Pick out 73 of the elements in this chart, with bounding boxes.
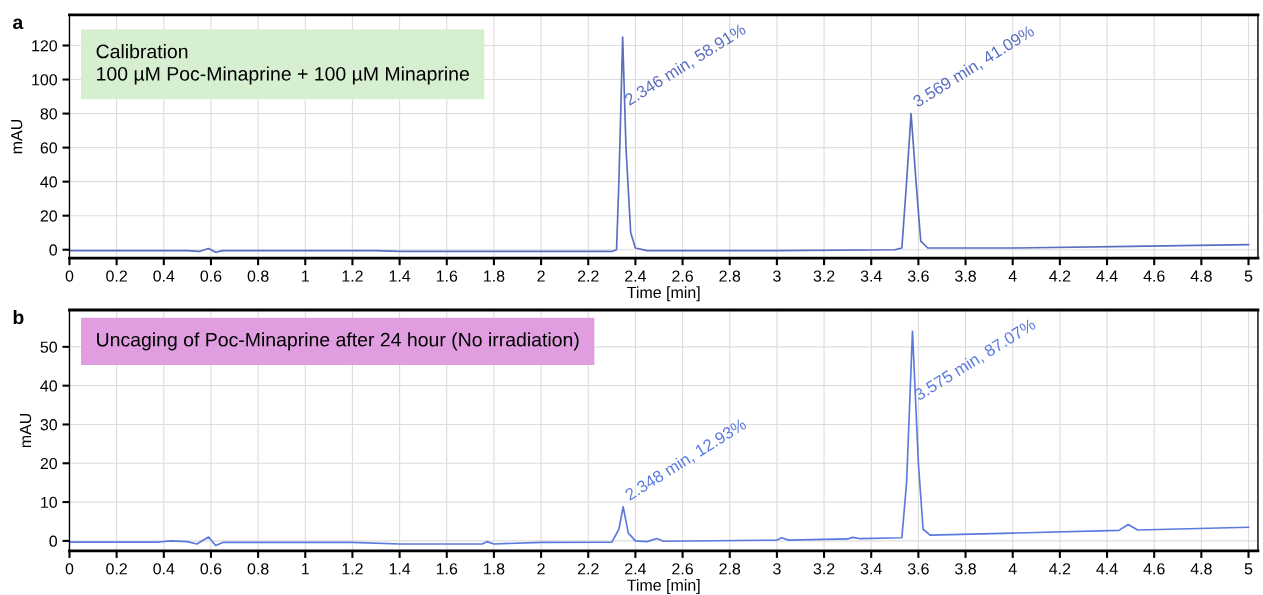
x-tick-label: 4 [1008,563,1017,575]
x-tick-label: 5 [1244,563,1253,575]
x-tick-label: 1.2 [342,563,363,575]
x-tick-label: 1.6 [436,270,458,282]
annotation: Uncaging of Poc-Minaprine after 24 hour (No irradiation) [97,332,579,351]
x-tick-label: 4.6 [1143,563,1165,575]
y-tick-label: 30 [40,419,58,431]
annotation: Calibration 100 µM Poc-Minaprine + 100 µM Minaprine [96,44,469,85]
x-tick-label: 1.8 [484,563,505,575]
x-tick-label: 0.2 [106,563,127,575]
y-tick-label: 40 [40,380,58,392]
x-tick-label: 0.4 [153,563,175,575]
x-tick-label: 0 [65,563,74,575]
x-tick-label: 3.6 [907,563,929,575]
y-tick-label: 120 [32,40,58,52]
y-tick-label: 40 [40,176,58,188]
y-axis-title: mAU [20,413,32,448]
x-tick-label: 0 [65,270,74,282]
x-tick-label: 0.8 [247,563,269,575]
x-tick-label: 3.8 [955,270,976,282]
x-tick-label: 3.4 [860,270,882,282]
y-tick-label: 0 [49,535,58,547]
x-axis-title: Time [min] [627,579,700,594]
x-tick-label: 2.6 [672,270,693,282]
x-tick-label: 5 [1244,270,1253,282]
x-tick-label: 0.8 [247,270,269,282]
y-tick-label: 60 [40,142,58,154]
y-tick-label: 100 [32,74,58,86]
x-tick-label: 0.6 [200,270,222,282]
y-tick-label: 50 [40,341,58,353]
x-tick-label: 2 [537,563,545,575]
x-tick-label: 4.2 [1049,270,1071,282]
x-tick-label: 4 [1008,270,1017,282]
x-tick-label: 1.4 [389,563,411,575]
x-tick-label: 3 [773,563,781,575]
x-tick-label: 2.2 [577,270,599,282]
x-tick-label: 2.8 [719,563,741,575]
y-tick-label: 20 [40,210,58,222]
x-tick-label: 0.4 [153,270,175,282]
x-tick-label: 1 [302,270,309,282]
chart-title: a [12,18,24,30]
x-tick-label: 4.8 [1190,563,1212,575]
y-axis-title: mAU [11,120,23,154]
x-tick-label: 2.4 [625,563,647,575]
x-tick-label: 4.8 [1190,270,1212,282]
y-tick-label: 0 [49,244,58,256]
x-tick-label: 1.4 [389,270,411,282]
x-tick-label: 1.6 [436,563,458,575]
y-tick-label: 80 [40,108,58,120]
x-tick-label: 3.2 [813,563,835,575]
x-tick-label: 1.2 [342,270,363,282]
y-tick-label: 10 [41,496,58,509]
x-tick-label: 2 [537,270,545,282]
x-tick-label: 2.6 [672,563,693,575]
x-tick-label: 2.8 [719,270,741,282]
x-tick-label: 2.2 [577,563,599,575]
x-tick-label: 4.2 [1049,563,1071,575]
x-tick-label: 2.4 [625,270,647,282]
x-tick-label: 3.8 [955,563,976,575]
x-tick-label: 3 [773,270,781,282]
x-tick-label: 4.6 [1143,270,1165,282]
x-tick-label: 1 [302,563,309,575]
x-tick-label: 0.2 [106,270,127,282]
y-tick-label: 20 [40,457,58,470]
x-tick-label: 3.4 [860,563,882,575]
x-tick-label: 0.6 [200,563,222,575]
x-tick-label: 4.4 [1096,270,1118,282]
x-tick-label: 3.2 [813,270,835,282]
x-tick-label: 3.6 [907,270,929,282]
x-tick-label: 4.4 [1096,563,1118,575]
x-tick-label: 1.8 [484,270,505,282]
x-axis-title: Time [min] [627,286,700,302]
chart-title: b [13,309,24,325]
